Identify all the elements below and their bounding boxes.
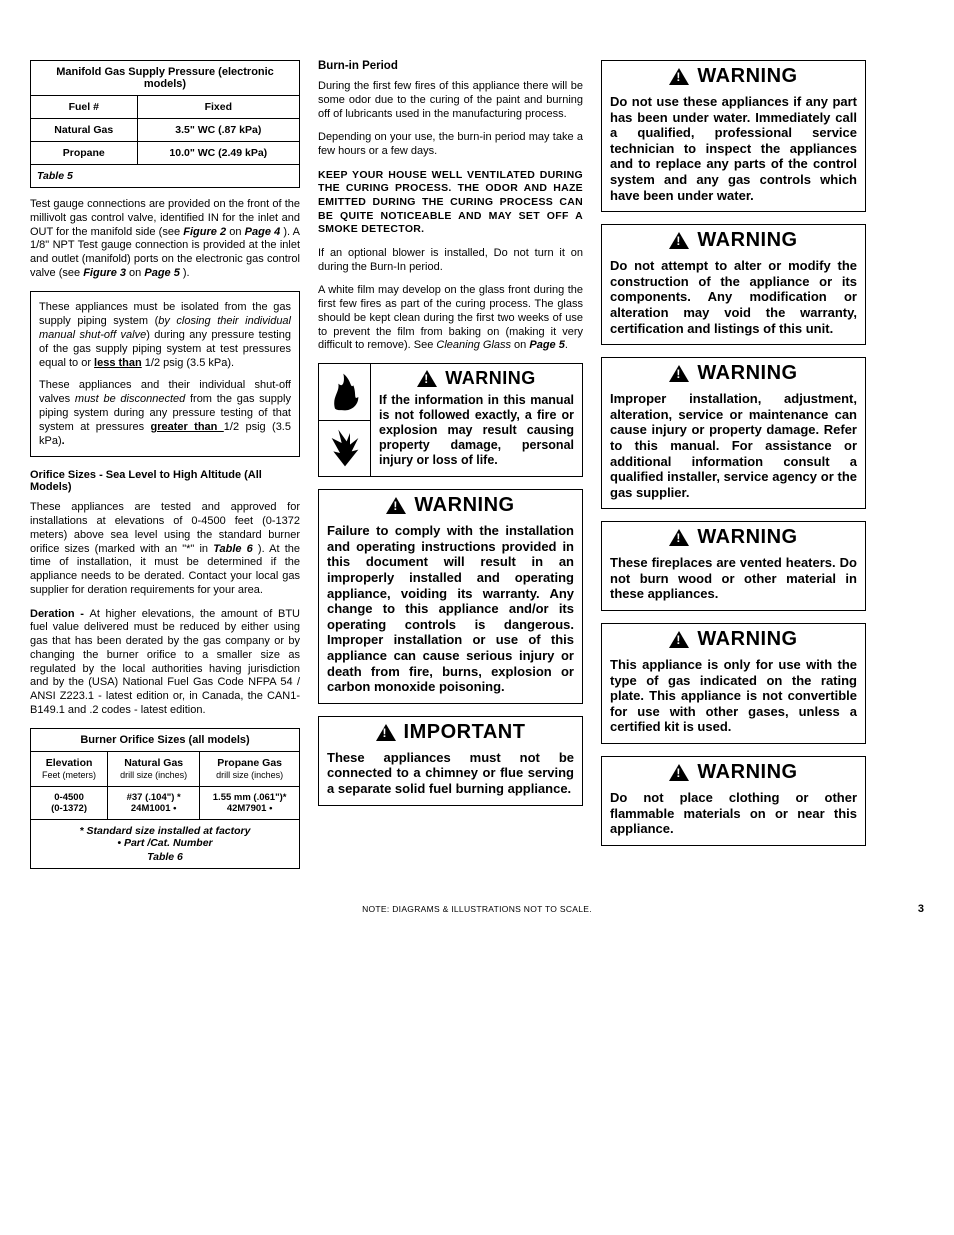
flame-warning-body: If the information in this manual is not… <box>371 389 582 476</box>
flame-warning-title: WARNING <box>371 364 582 389</box>
table5-title: Manifold Gas Supply Pressure (electronic… <box>31 61 300 96</box>
warning-triangle-icon <box>669 232 689 249</box>
page-content: Manifold Gas Supply Pressure (electronic… <box>30 60 924 879</box>
warning-title: WARNING <box>319 490 582 519</box>
flame-warning-box: WARNING If the information in this manua… <box>318 363 583 477</box>
column-1: Manifold Gas Supply Pressure (electronic… <box>30 60 300 879</box>
burnin-p1: During the first few fires of this appli… <box>318 80 583 121</box>
important-title: IMPORTANT <box>319 717 582 746</box>
column-3: WARNING Do not use these appliances if a… <box>601 60 866 879</box>
important-body: These appliances must not be connected t… <box>319 746 582 805</box>
footer-note: NOTE: DIAGRAMS & ILLUSTRATIONS NOT TO SC… <box>70 904 884 914</box>
table6-notes: * Standard size installed at factory • P… <box>31 819 300 868</box>
box-p2: These appliances and their individual sh… <box>39 378 291 448</box>
pressure-test-box: These appliances must be isolated from t… <box>30 291 300 458</box>
table6-r2: #37 (.104") *24M1001 • <box>108 786 200 819</box>
box-p1: These appliances must be isolated from t… <box>39 300 291 370</box>
warning-body: Do not attempt to alter or modify the co… <box>602 254 865 344</box>
page-number: 3 <box>884 903 924 915</box>
table6-r3: 1.55 mm (.061")*42M7901 • <box>200 786 300 819</box>
warning-box-1: WARNING Do not attempt to alter or modif… <box>601 224 866 345</box>
warning-box-3: WARNING These fireplaces are vented heat… <box>601 521 866 611</box>
table5-col2: Fixed <box>137 96 299 119</box>
warning-box-2: WARNING Improper installation, adjustmen… <box>601 357 866 509</box>
warning-title: WARNING <box>602 624 865 653</box>
warning-body: This appliance is only for use with the … <box>602 653 865 743</box>
warning-triangle-icon <box>669 764 689 781</box>
warning-body: Do not use these appliances if any part … <box>602 90 865 211</box>
page-footer: NOTE: DIAGRAMS & ILLUSTRATIONS NOT TO SC… <box>30 903 924 915</box>
table5-caption: Table 5 <box>31 165 300 188</box>
warning-box-5: WARNING Do not place clothing or other f… <box>601 756 866 846</box>
warning-triangle-icon <box>417 370 437 387</box>
warning-body: Improper installation, adjustment, alter… <box>602 387 865 508</box>
table-5: Manifold Gas Supply Pressure (electronic… <box>30 60 300 188</box>
deration-p: Deration - At higher elevations, the amo… <box>30 608 300 718</box>
table6-h3: Propane Gasdrill size (inches) <box>200 751 300 786</box>
warning-triangle-icon <box>386 497 406 514</box>
table5-r1-val: 3.5" WC (.87 kPa) <box>137 119 299 142</box>
warning-triangle-icon <box>669 365 689 382</box>
flame-icon-bottom <box>319 420 370 477</box>
table5-col1: Fuel # <box>31 96 138 119</box>
orifice-heading: Orifice Sizes - Sea Level to High Altitu… <box>30 469 300 493</box>
warning-title: WARNING <box>602 225 865 254</box>
warning-title: WARNING <box>602 522 865 551</box>
warning-body: Do not place clothing or other flammable… <box>602 786 865 845</box>
flame-icons-col <box>319 364 371 476</box>
warning-triangle-icon <box>669 529 689 546</box>
table5-r2-val: 10.0" WC (2.49 kPa) <box>137 142 299 165</box>
warning-triangle-icon <box>669 68 689 85</box>
warning-box-4: WARNING This appliance is only for use w… <box>601 623 866 744</box>
warning-title: WARNING <box>602 61 865 90</box>
table5-r1-fuel: Natural Gas <box>31 119 138 142</box>
table6-title: Burner Orifice Sizes (all models) <box>31 728 300 751</box>
warning-triangle-icon <box>669 631 689 648</box>
warning-body: These fireplaces are vented heaters. Do … <box>602 551 865 610</box>
burnin-caps: KEEP YOUR HOUSE WELL VENTILATED DURING T… <box>318 169 583 237</box>
important-box: IMPORTANT These appliances must not be c… <box>318 716 583 806</box>
table5-r2-fuel: Propane <box>31 142 138 165</box>
burnin-p2: Depending on your use, the burn-in perio… <box>318 131 583 159</box>
burnin-p3: If an optional blower is installed, Do n… <box>318 247 583 275</box>
warning-title: WARNING <box>602 757 865 786</box>
flame-icon-top <box>319 364 370 420</box>
column-2: Burn-in Period During the first few fire… <box>318 60 583 879</box>
table6-r1: 0-4500(0-1372) <box>31 786 108 819</box>
burnin-p4: A white film may develop on the glass fr… <box>318 284 583 353</box>
warning-box-0: WARNING Do not use these appliances if a… <box>601 60 866 212</box>
flame-warning-right: WARNING If the information in this manua… <box>371 364 582 476</box>
table-6: Burner Orifice Sizes (all models) Elevat… <box>30 728 300 869</box>
warning-comply-box: WARNING Failure to comply with the insta… <box>318 489 583 704</box>
test-gauge-paragraph: Test gauge connections are provided on t… <box>30 198 300 281</box>
warning-title: WARNING <box>602 358 865 387</box>
orifice-p1: These appliances are tested and approved… <box>30 501 300 597</box>
table6-h1: ElevationFeet (meters) <box>31 751 108 786</box>
table6-h2: Natural Gasdrill size (inches) <box>108 751 200 786</box>
warning-comply-body: Failure to comply with the installation … <box>319 519 582 703</box>
warning-triangle-icon <box>376 724 396 741</box>
burnin-heading: Burn-in Period <box>318 60 583 72</box>
